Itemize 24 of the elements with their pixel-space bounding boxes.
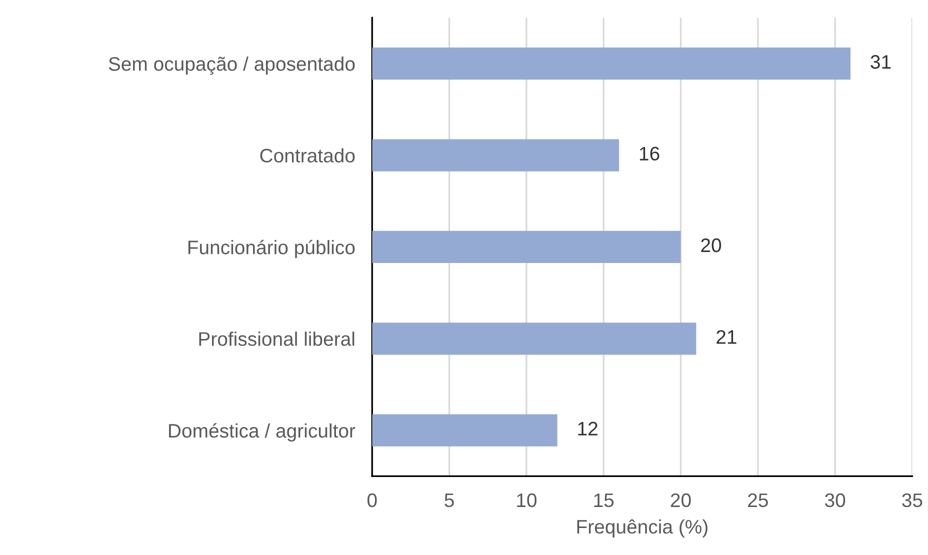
bar [372,414,558,446]
bar [372,322,696,355]
y-tick-label: Profissional liberal [199,332,354,346]
data-label: 12 [578,422,598,436]
x-tick-label: 25 [748,493,768,508]
y-tick-label: Doméstica / agricultor [169,423,356,442]
x-tick-label: 20 [670,493,691,508]
data-label: 21 [716,330,736,344]
y-tick-label: Sem ocupação / aposentado [108,56,355,75]
x-tick-label: 5 [444,494,454,508]
x-axis-title: Frequência (%) [577,519,708,538]
y-tick-label: Contratado [260,148,355,163]
y-tick-label: Funcionário público [188,240,355,258]
bar [372,230,681,264]
x-tick-label: 15 [594,494,614,508]
x-tick-label: 35 [902,493,922,508]
data-label: 31 [870,55,891,69]
data-label: 20 [701,238,722,252]
x-tick-label: 0 [367,493,377,508]
data-label: 16 [640,146,660,161]
x-tick-label: 30 [824,493,846,508]
x-tick-label: 10 [517,493,536,508]
bar [372,48,850,80]
bar [372,139,620,172]
